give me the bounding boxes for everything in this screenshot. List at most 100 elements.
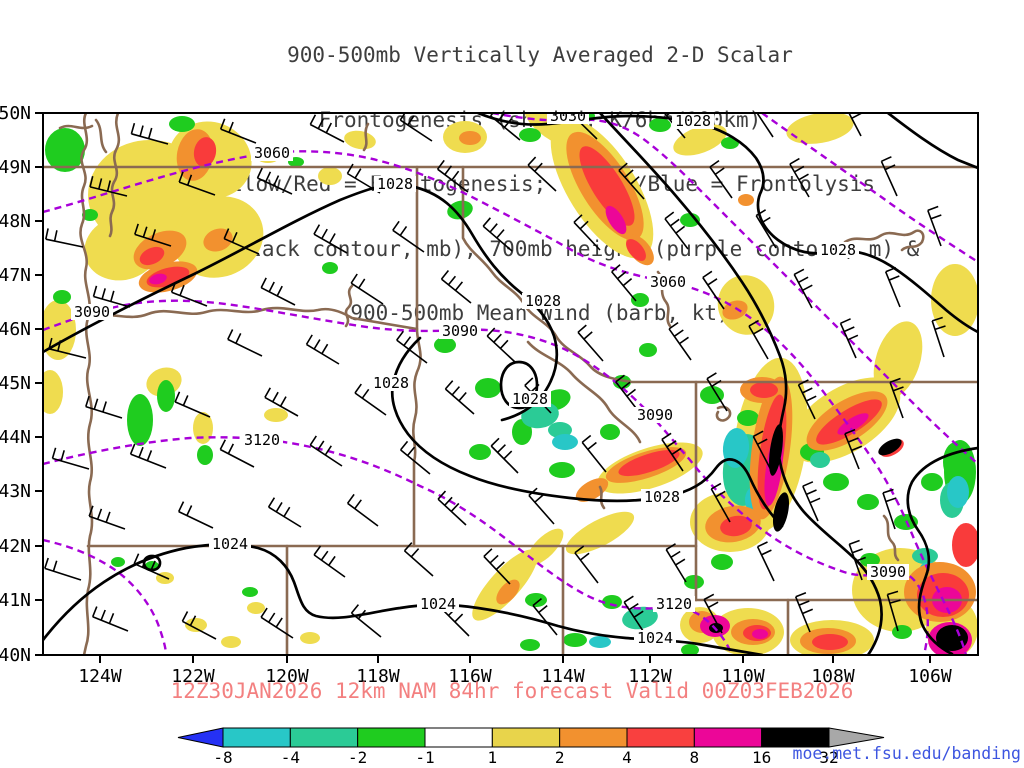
colorbar-segment <box>491 727 561 748</box>
wind-barb-icon <box>436 159 469 193</box>
wind-barb-icon <box>574 545 599 584</box>
shading-blob-c <box>552 434 578 450</box>
shading-blob-r <box>626 239 646 261</box>
state-border <box>344 284 354 328</box>
shading-blob-g <box>82 209 98 221</box>
wind-barb-icon <box>346 493 379 527</box>
shading-blob-g <box>602 595 622 609</box>
wind-barb-icon <box>354 383 387 416</box>
lon-tick-label: 108W <box>811 666 855 687</box>
colorbar-tick-label: -1 <box>415 748 434 767</box>
shading-blob-g <box>680 213 700 227</box>
shading-blob-y <box>193 412 213 444</box>
mslp-contour <box>476 113 978 334</box>
shading-blob-r <box>812 634 848 650</box>
mslp-contour <box>886 113 978 170</box>
mslp-contours <box>43 113 978 655</box>
shading-blob-t <box>521 401 559 429</box>
shading-blob-g <box>127 394 153 446</box>
shading-blob-g <box>700 386 724 404</box>
shading-blob-r <box>952 523 978 567</box>
contour-label: 3060 <box>254 144 290 162</box>
wind-barb-icon <box>661 432 684 472</box>
colorbar-segment <box>289 727 359 748</box>
lon-tick-label: 110W <box>721 666 765 687</box>
colorbar-tick-label: 2 <box>555 748 565 767</box>
shading-blob-k <box>936 625 968 651</box>
contour-label-chip <box>634 630 676 646</box>
lon-tick-label: 122W <box>171 666 215 687</box>
shading-blob-y <box>565 511 635 555</box>
contour-label-chip <box>509 391 551 407</box>
wind-barb-icon <box>848 539 866 581</box>
wind-barb-icon <box>703 593 723 634</box>
lat-tick-label: 41N <box>0 590 31 611</box>
shading-blob-y <box>264 408 288 422</box>
wind-barb-icon <box>305 334 340 365</box>
wind-barb-icon <box>219 439 255 468</box>
shading-blob-t <box>548 422 572 438</box>
contour-label: 3090 <box>637 406 673 424</box>
wind-barb-icon <box>219 118 257 144</box>
shading-blob-g <box>169 116 195 132</box>
contour-label: 1024 <box>212 535 248 553</box>
contour-label: 1028 <box>675 112 711 130</box>
colorbar-segment <box>222 727 291 748</box>
shading-blob-g <box>921 473 943 491</box>
colorbar-tick-label: -2 <box>348 748 367 767</box>
state-border <box>362 122 370 152</box>
shading-blob-r <box>720 515 752 537</box>
shading-blob-o <box>459 131 481 145</box>
wind-barb-icon <box>309 114 345 143</box>
shading-blob-g <box>157 380 175 412</box>
contour-label: 3090 <box>442 322 478 340</box>
wind-barb-icon <box>668 321 692 361</box>
wind-barb-icon <box>392 220 425 253</box>
wind-barb-icon <box>797 379 817 420</box>
contour-label: 1024 <box>420 595 456 613</box>
shading-blob-g <box>242 587 258 597</box>
contour-label-chip <box>251 145 293 161</box>
colorbar-segment <box>357 727 426 748</box>
height-contour <box>761 113 978 264</box>
shading-blob-m <box>605 205 627 235</box>
shading-blob-y <box>300 632 320 644</box>
contour-label: 1028 <box>644 488 680 506</box>
lon-tick-label: 118W <box>356 666 400 687</box>
shading-blob-m <box>149 273 167 285</box>
shading-blob-y <box>786 113 854 144</box>
wind-barb-icon <box>92 285 131 308</box>
shading-blob-g <box>721 137 739 149</box>
shading-blob-y <box>43 300 76 360</box>
wind-barb-icon <box>396 330 428 364</box>
lat-tick-label: 43N <box>0 481 31 502</box>
wind-barb-icon <box>85 395 123 419</box>
wind-barb-icon <box>91 606 129 632</box>
colorbar: -8 -4 -2 -1 1 2 4 8 16 32 <box>177 727 885 767</box>
wind-barb-icon <box>756 113 774 138</box>
wind-barb-icon <box>615 374 640 413</box>
wind-barb-icon <box>490 437 519 474</box>
shading-blob-y <box>873 321 923 399</box>
shading-blob-o <box>575 478 609 502</box>
shading-blob-o <box>496 579 520 605</box>
shading-blob-r <box>750 382 778 398</box>
contour-label-chip <box>641 489 683 505</box>
wind-barb-icon <box>702 270 725 310</box>
lat-tick-label: 46N <box>0 319 31 340</box>
wind-barb-icon <box>89 176 128 197</box>
wind-barb-icon <box>44 557 82 581</box>
shading-blob-g <box>475 378 501 398</box>
state-border <box>58 118 108 154</box>
shading-blob-g <box>519 128 541 142</box>
wind-barb-icon <box>403 542 434 577</box>
mslp-contour <box>43 542 764 655</box>
shading-blob-g <box>45 128 85 172</box>
shading-blob-c <box>947 476 969 508</box>
wind-barb-icon <box>527 156 557 192</box>
credit-link[interactable]: moe.met.fsu.edu/banding <box>792 744 1021 763</box>
contour-label: 1028 <box>525 292 561 310</box>
wind-barb-icon <box>889 377 904 419</box>
